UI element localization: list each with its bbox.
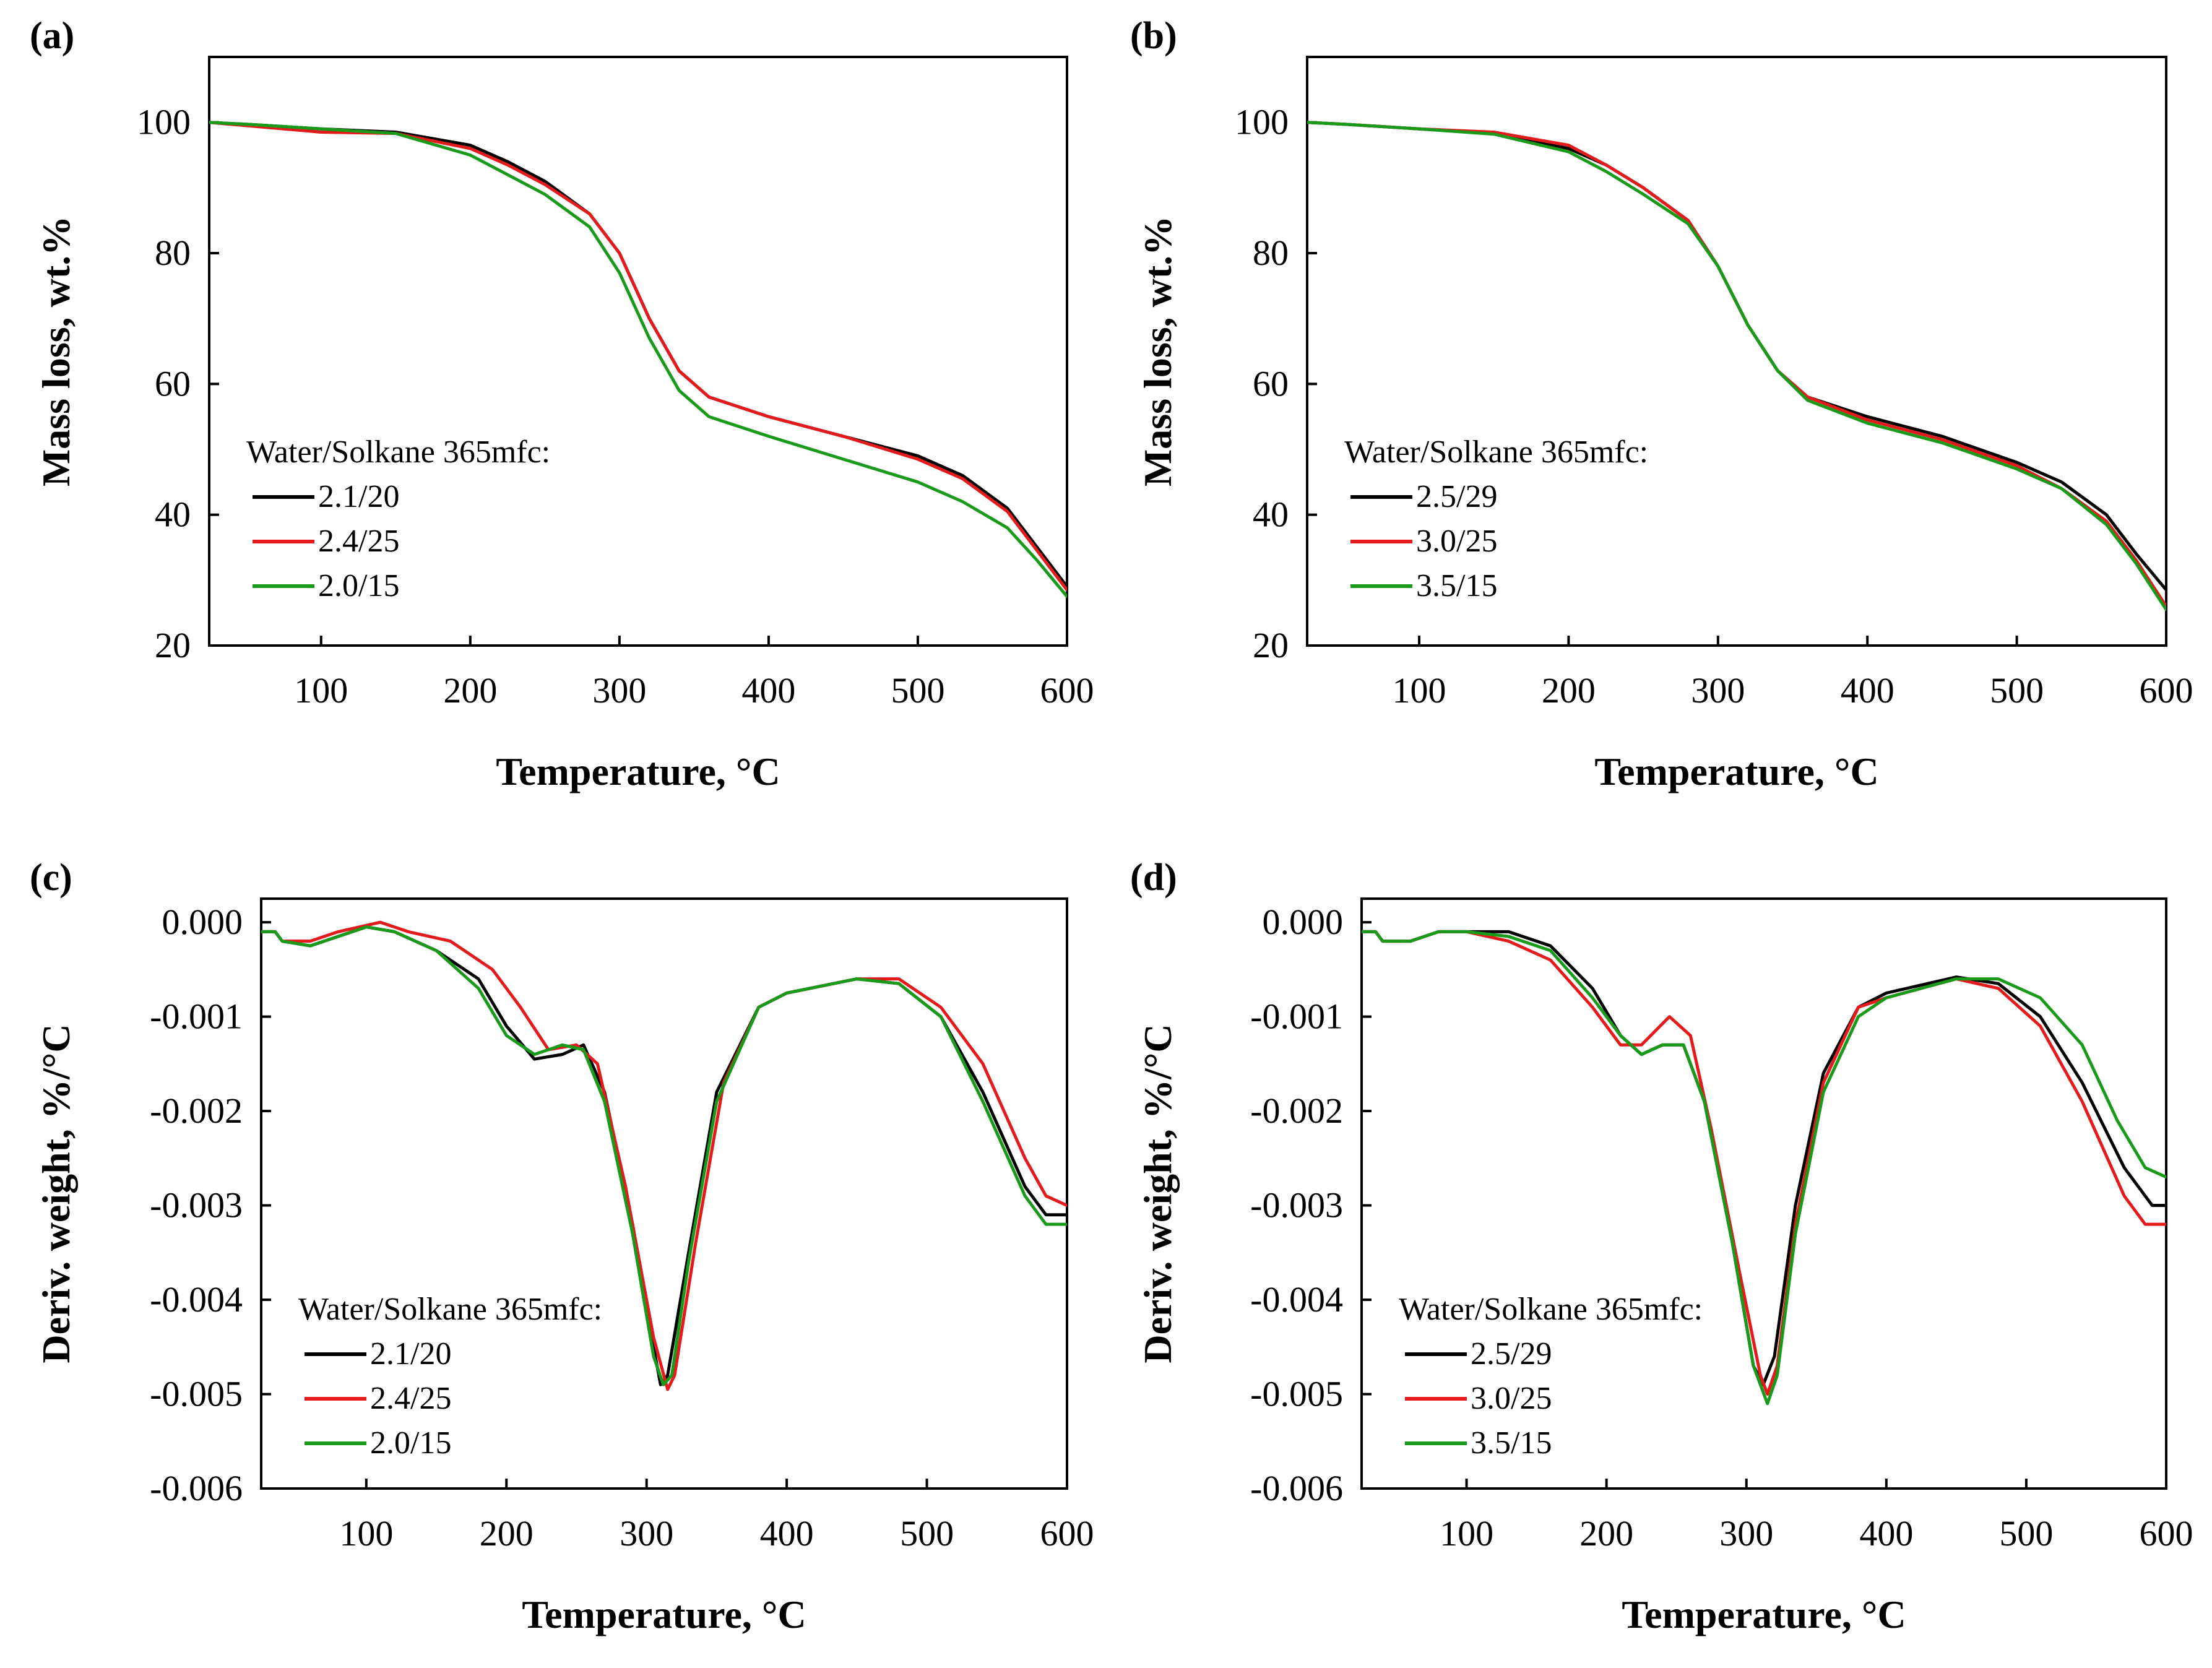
legend-label: 3.0/25 [1416, 524, 1497, 559]
y-tick-label: -0.005 [150, 1374, 243, 1414]
y-tick-label: -0.006 [150, 1468, 243, 1508]
x-tick-label: 600 [1040, 670, 1094, 711]
x-tick-label: 300 [1719, 1513, 1773, 1553]
x-axis-title: Temperature, °C [522, 1592, 806, 1636]
series-line-2-5-29 [1307, 121, 2166, 592]
legend-title: Water/Solkane 365mfc: [1399, 1292, 1703, 1327]
x-tick-label: 400 [741, 670, 795, 711]
legend-label: 3.0/25 [1471, 1381, 1552, 1416]
x-tick-label: 200 [480, 1513, 534, 1553]
x-tick-label: 300 [592, 670, 646, 711]
y-tick-label: 80 [1253, 233, 1289, 273]
y-tick-label: 0.000 [1263, 902, 1344, 942]
x-tick-label: 100 [1393, 670, 1446, 711]
plot-frame [1306, 56, 2167, 647]
x-axis-title: Temperature, °C [1622, 1592, 1906, 1636]
legend-label: 2.1/20 [318, 479, 399, 514]
y-tick-label: 100 [137, 102, 191, 142]
x-axis-title: Temperature, °C [496, 750, 780, 793]
series-line-2-4-25 [209, 121, 1067, 592]
plot-frame [208, 56, 1068, 647]
x-tick-label: 200 [443, 670, 497, 711]
series-line-2-0-15 [261, 925, 1067, 1386]
x-tick-label: 300 [620, 1513, 673, 1553]
legend-title: Water/Solkane 365mfc: [1344, 434, 1648, 470]
legend-title: Water/Solkane 365mfc: [298, 1292, 602, 1327]
y-tick-label: 60 [1253, 363, 1289, 404]
chart-panel-3: (c) 100 200 300 400 500 600 -0.006 -0.005 -0.004 -… [30, 857, 1094, 1636]
y-tick-label: 100 [1235, 102, 1289, 142]
y-tick-label: 20 [155, 625, 191, 665]
y-tick-label: -0.005 [1250, 1374, 1343, 1414]
y-axis-title: Deriv. weight, %/°C [1136, 1024, 1180, 1363]
y-tick-label: 20 [1253, 625, 1289, 665]
legend-label: 2.0/15 [318, 568, 399, 603]
y-tick-label: 80 [155, 233, 191, 273]
y-tick-label: -0.004 [150, 1279, 243, 1320]
y-axis-title: Deriv. weight, %/°C [34, 1024, 78, 1363]
x-tick-label: 500 [891, 670, 944, 711]
legend-label: 3.5/15 [1416, 568, 1497, 603]
x-tick-label: 600 [2140, 1513, 2193, 1553]
x-tick-label: 100 [339, 1513, 393, 1553]
legend-label: 2.0/15 [370, 1425, 451, 1461]
plot-frame [1360, 897, 2167, 1490]
x-tick-label: 200 [1579, 1513, 1633, 1553]
x-tick-label: 500 [1999, 1513, 2053, 1553]
legend-label: 2.5/29 [1416, 479, 1497, 514]
y-tick-label: -0.001 [1250, 996, 1343, 1037]
x-tick-label: 400 [1859, 1513, 1913, 1553]
chart-panel-1: (a) 100 200 300 400 500 600 20 40 60 80 100 Temperat… [30, 15, 1094, 793]
panel-label: (c) [30, 857, 72, 899]
legend-title: Water/Solkane 365mfc: [246, 434, 550, 470]
y-axis-title: Mass loss, wt.% [34, 216, 78, 486]
y-tick-label: -0.003 [150, 1185, 243, 1225]
y-tick-label: -0.002 [150, 1091, 243, 1131]
y-axis-title: Mass loss, wt.% [1136, 216, 1180, 486]
series-group [1362, 930, 2166, 1406]
series-line-2-1-20 [209, 121, 1067, 589]
x-tick-label: 500 [900, 1513, 954, 1553]
y-tick-label: -0.001 [150, 996, 243, 1037]
x-tick-label: 400 [1841, 670, 1894, 711]
y-tick-label: 40 [1253, 495, 1289, 535]
chart-panel-2: (b) 100 200 300 400 500 600 20 40 60 80 100 Temperat… [1130, 15, 2193, 793]
series-group [1307, 121, 2166, 611]
x-axis-title: Temperature, °C [1594, 750, 1878, 793]
x-tick-label: 600 [2140, 670, 2193, 711]
series-group [209, 121, 1067, 598]
x-tick-label: 400 [760, 1513, 814, 1553]
y-tick-label: -0.004 [1250, 1279, 1343, 1320]
y-tick-label: -0.003 [1250, 1185, 1343, 1225]
x-tick-label: 100 [1440, 1513, 1493, 1553]
y-tick-label: 40 [155, 495, 191, 535]
y-tick-label: 0.000 [162, 902, 243, 942]
x-tick-label: 200 [1542, 670, 1596, 711]
x-tick-label: 500 [1990, 670, 2044, 711]
plot-frame [260, 897, 1068, 1490]
panel-label: (a) [30, 15, 74, 57]
panel-label: (d) [1130, 857, 1177, 899]
x-tick-label: 300 [1691, 670, 1745, 711]
legend-label: 3.5/15 [1471, 1425, 1552, 1461]
series-line-3-5-15 [1362, 930, 2166, 1406]
legend-label: 2.4/25 [318, 524, 399, 559]
legend-label: 2.5/29 [1471, 1336, 1552, 1372]
y-tick-label: -0.006 [1250, 1468, 1343, 1508]
legend-label: 2.4/25 [370, 1381, 451, 1416]
panel-label: (b) [1130, 15, 1177, 57]
series-line-2-0-15 [209, 121, 1067, 598]
series-line-2-4-25 [261, 920, 1067, 1391]
y-tick-label: -0.002 [1250, 1091, 1343, 1131]
x-tick-label: 600 [1040, 1513, 1094, 1553]
x-tick-label: 100 [294, 670, 348, 711]
series-line-3-5-15 [1307, 121, 2166, 611]
chart-panel-4: (d) 100 200 300 400 500 600 -0.006 -0.005 -0.004 -… [1130, 857, 2193, 1636]
series-group [261, 920, 1067, 1391]
y-tick-label: 60 [155, 363, 191, 404]
legend-label: 2.1/20 [370, 1336, 451, 1372]
